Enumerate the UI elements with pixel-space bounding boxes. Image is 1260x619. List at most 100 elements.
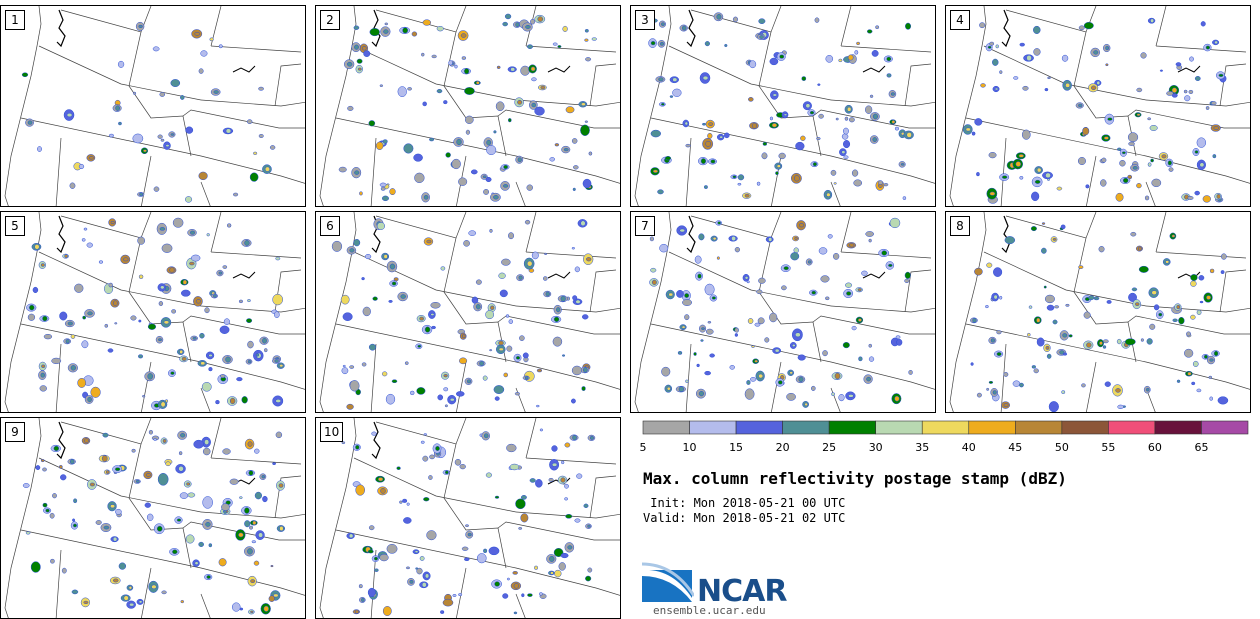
reflectivity-cell (414, 550, 419, 554)
reflectivity-cell (668, 292, 674, 297)
reflectivity-cell (709, 353, 715, 358)
reflectivity-cell (1212, 154, 1217, 159)
reflectivity-cell (346, 403, 354, 410)
reflectivity-cell (204, 307, 210, 314)
reflectivity-cell (502, 593, 509, 599)
reflectivity-cell (105, 470, 110, 475)
reflectivity-cell (661, 102, 665, 106)
reflectivity-cell (971, 131, 976, 136)
reflectivity-cell (272, 293, 284, 306)
state-border (60, 418, 152, 445)
reflectivity-cell (172, 549, 178, 555)
reflectivity-cell (241, 396, 248, 404)
reflectivity-cell (807, 260, 812, 264)
reflectivity-cell (553, 316, 560, 323)
reflectivity-cell (444, 470, 449, 475)
reflectivity-cell (762, 141, 768, 146)
reflectivity-cell (423, 433, 427, 436)
valid-time: Valid: Mon 2018-05-21 02 UTC (643, 511, 846, 525)
reflectivity-cell (1013, 76, 1019, 80)
reflectivity-cell (756, 181, 761, 186)
lake-outline (547, 65, 571, 73)
reflectivity-cell (1172, 318, 1178, 322)
reflectivity-cell (992, 390, 997, 395)
reflectivity-cell (1187, 371, 1192, 376)
colorbar-tick-label: 55 (1101, 441, 1116, 454)
state-border (274, 269, 302, 313)
reflectivity-cell (444, 404, 448, 408)
reflectivity-cell (451, 158, 461, 170)
reflectivity-cell (185, 534, 195, 544)
reflectivity-cell (866, 29, 873, 34)
state-border (375, 212, 467, 239)
reflectivity-cell (1203, 354, 1208, 359)
reflectivity-cell (436, 25, 444, 32)
lake-outline (862, 65, 886, 73)
reflectivity-cell (585, 257, 592, 262)
map-panel-7: 7 (630, 211, 936, 413)
colorbar-tick-label: 50 (1054, 441, 1069, 454)
reflectivity-cell (388, 300, 393, 303)
reflectivity-cell (865, 105, 873, 114)
reflectivity-cell (223, 318, 230, 325)
reflectivity-cell (524, 219, 531, 225)
reflectivity-cell (1199, 162, 1205, 168)
reflectivity-cell (442, 598, 454, 607)
reflectivity-cell (1085, 184, 1090, 189)
reflectivity-cell (1036, 317, 1041, 323)
reflectivity-cell (179, 349, 184, 354)
state-border (319, 418, 357, 618)
reflectivity-cell (658, 77, 664, 82)
reflectivity-cell (114, 322, 118, 325)
reflectivity-cell (1047, 76, 1051, 80)
reflectivity-cell (110, 504, 116, 509)
reflectivity-cell (426, 239, 432, 244)
reflectivity-cell (842, 342, 850, 349)
reflectivity-cell (64, 254, 68, 259)
reflectivity-cell (764, 337, 770, 343)
reflectivity-cell (845, 282, 853, 288)
reflectivity-cell (875, 25, 880, 30)
state-border (274, 63, 302, 107)
reflectivity-cell (424, 326, 431, 333)
reflectivity-cell (222, 448, 231, 455)
reflectivity-cell (409, 579, 414, 584)
reflectivity-cell (405, 566, 410, 570)
reflectivity-cell (1041, 222, 1046, 225)
reflectivity-cell (531, 251, 539, 260)
lake-outline (232, 271, 256, 279)
reflectivity-cell (1104, 381, 1111, 387)
reflectivity-cell (1062, 333, 1068, 338)
reflectivity-cell (430, 313, 435, 316)
state-border (904, 269, 932, 313)
reflectivity-cell (132, 133, 144, 144)
reflectivity-cell (1149, 124, 1158, 131)
reflectivity-cell (517, 99, 523, 105)
reflectivity-cell (843, 155, 849, 159)
reflectivity-cell (1045, 345, 1050, 350)
reflectivity-cell (535, 479, 543, 488)
reflectivity-cell (87, 311, 93, 316)
reflectivity-cell (1096, 80, 1101, 86)
reflectivity-cell (380, 487, 386, 494)
reflectivity-cell (1192, 360, 1199, 368)
reflectivity-cell (525, 25, 531, 29)
state-border (515, 305, 620, 313)
reflectivity-cell (206, 575, 211, 579)
reflectivity-cell (503, 184, 509, 188)
reflectivity-cell (704, 41, 710, 47)
reflectivity-cell (353, 25, 360, 30)
reflectivity-cell (194, 32, 201, 36)
reflectivity-cell (356, 58, 363, 64)
reflectivity-cell (185, 126, 194, 134)
state-border (830, 99, 935, 107)
reflectivity-cell (117, 60, 125, 68)
reflectivity-cell (1045, 172, 1051, 179)
reflectivity-cell (488, 546, 500, 556)
reflectivity-cell (1161, 154, 1167, 159)
reflectivity-cell (1184, 348, 1194, 358)
reflectivity-cell (818, 113, 824, 119)
state-border (758, 31, 822, 157)
reflectivity-cell (264, 348, 268, 353)
reflectivity-cell (379, 84, 384, 87)
